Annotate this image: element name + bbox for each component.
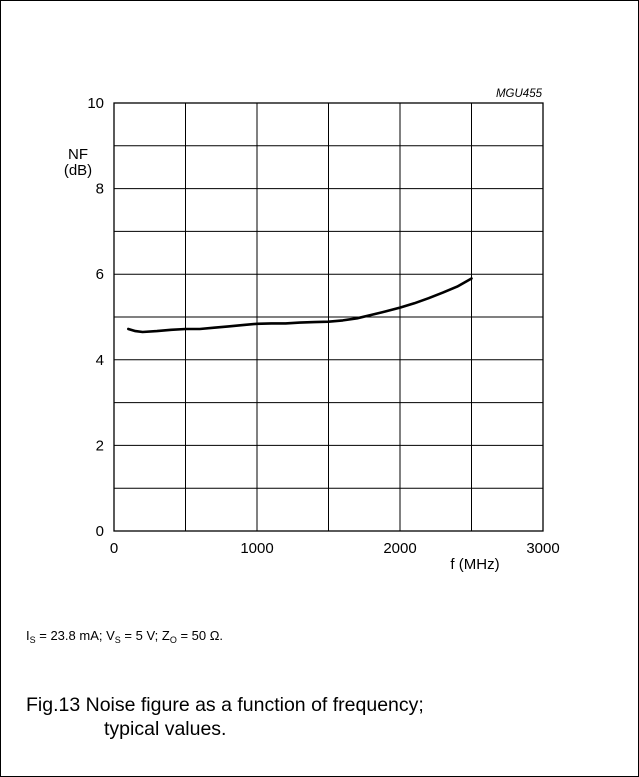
series-line [127, 277, 473, 334]
x-tick-label: 1000 [240, 540, 273, 557]
y-tick-label: 8 [96, 181, 104, 198]
y-tick-label: 0 [96, 523, 104, 540]
caption-line-1: Fig.13 Noise figure as a function of fre… [26, 694, 424, 716]
cond-is-value: = 23.8 mA; [35, 628, 107, 643]
x-axis-label: f (MHz) [450, 556, 499, 573]
y-tick-label: 4 [96, 352, 104, 369]
y-tick-label: 6 [96, 266, 104, 283]
cond-zo-subscript: O [169, 635, 177, 645]
chart-grid [113, 102, 544, 532]
x-tick-label: 2000 [383, 540, 416, 557]
figure-caption: Fig.13 Noise figure as a function of fre… [26, 693, 424, 741]
cond-vs-value: = 5 V; [120, 628, 162, 643]
x-tick-label: 3000 [526, 540, 559, 557]
y-axis-label-nf: NF [68, 146, 88, 163]
cond-zo-symbol: Z [161, 628, 170, 643]
chart-tick-labels: 0 2 4 6 8 10 0 1000 2000 3000 [87, 95, 559, 557]
cond-vs-subscript: S [114, 635, 121, 645]
caption-line-2: typical values. [104, 718, 227, 740]
y-tick-label: 2 [96, 437, 104, 454]
plot-border [113, 102, 544, 532]
cond-is-symbol: I [26, 628, 30, 643]
cond-vs-symbol: V [106, 628, 115, 643]
cond-is-subscript: S [29, 635, 36, 645]
x-tick-label: 0 [110, 540, 118, 557]
chart-code: MGU455 [496, 88, 543, 100]
noise-figure-chart: 0 2 4 6 8 10 0 1000 2000 3000 MGU455 NF (dB) f (M… [64, 88, 560, 573]
cond-zo-value: = 50 Ω. [176, 628, 224, 643]
y-tick-label: 10 [87, 95, 104, 112]
chart-series [127, 277, 473, 334]
y-axis-label-unit: (dB) [64, 162, 92, 179]
measurement-conditions: IS = 23.8 mA; VS = 5 V; ZO = 50 Ω. [26, 628, 223, 645]
